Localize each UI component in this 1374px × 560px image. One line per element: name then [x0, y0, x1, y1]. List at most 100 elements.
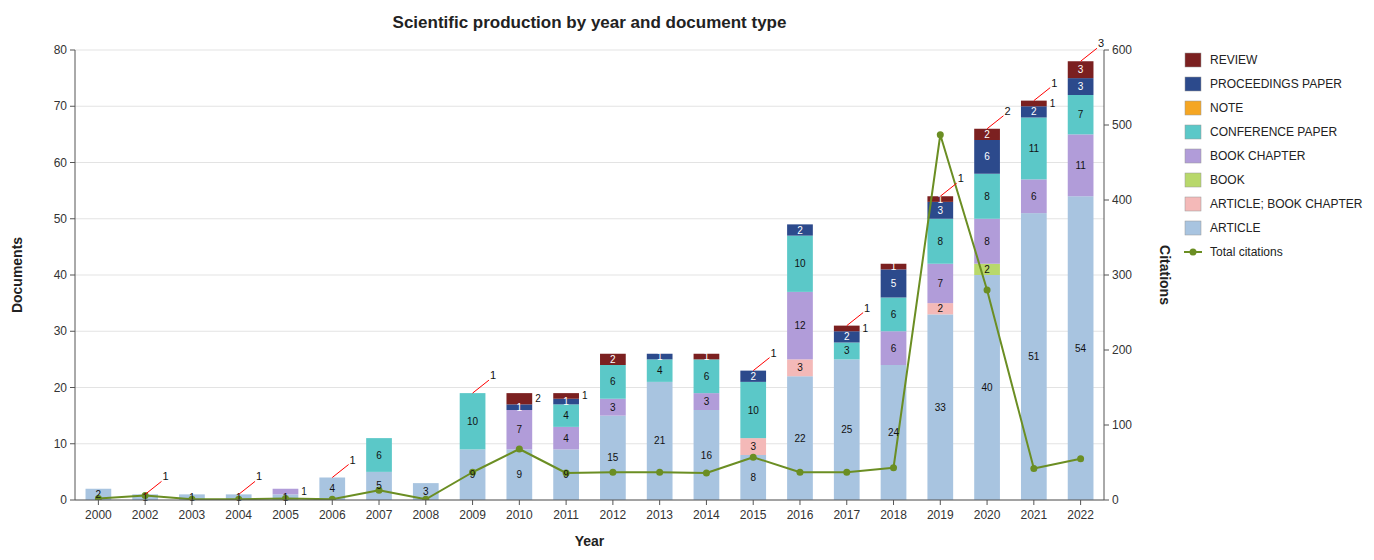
legend-label: BOOK CHAPTER: [1210, 149, 1306, 163]
bar-segment: [600, 354, 626, 365]
legend-label: Total citations: [1210, 245, 1283, 259]
x-tick: [1033, 500, 1034, 505]
legend-label: BOOK: [1210, 173, 1245, 187]
data-label: 2: [844, 331, 850, 342]
legend-label: CONFERENCE PAPER: [1210, 125, 1337, 139]
bar-segment: [413, 483, 439, 484]
bar-segment: [787, 224, 813, 235]
x-tick-label: 2016: [787, 508, 814, 522]
legend-swatch: [1185, 173, 1201, 187]
legend-swatch: [1185, 101, 1201, 115]
x-tick: [940, 500, 941, 505]
annotation-line: [473, 380, 489, 393]
data-label: 3: [423, 486, 429, 497]
data-label: 2: [96, 489, 102, 500]
y-tick-label: 50: [54, 212, 68, 226]
annotation: 2: [1004, 105, 1010, 117]
bar-segment: [273, 488, 299, 489]
data-label: 2: [984, 264, 990, 275]
data-label: 10: [467, 416, 479, 427]
bar-segment: [600, 399, 626, 416]
data-label: 1: [283, 492, 289, 503]
annotation: 1: [771, 347, 777, 359]
bar-segment: [553, 449, 579, 500]
y2-axis-label: Citations: [1157, 245, 1173, 305]
bar-segment: [647, 359, 673, 382]
legend-label: ARTICLE; BOOK CHAPTER: [1210, 197, 1363, 211]
data-label: 1: [863, 323, 869, 334]
legend-label: ARTICLE: [1210, 221, 1260, 235]
annotation: 1: [350, 454, 356, 466]
data-label: 9: [470, 469, 476, 480]
data-label: 1: [189, 492, 195, 503]
line-marker: [750, 454, 757, 461]
x-tick-label: 2006: [319, 508, 346, 522]
x-tick-label: 2003: [179, 508, 206, 522]
y-tick: [70, 218, 75, 219]
y2-tick-label: 200: [1112, 343, 1132, 357]
data-label: 6: [1031, 191, 1037, 202]
x-tick-label: 2007: [366, 508, 393, 522]
y2-tick: [1104, 350, 1109, 351]
annotation: 1: [163, 470, 169, 482]
data-label: 3: [1078, 64, 1084, 75]
x-tick-label: 2022: [1067, 508, 1094, 522]
data-label: 7: [938, 278, 944, 289]
y2-tick: [1104, 500, 1109, 501]
data-label: 3: [750, 441, 756, 452]
data-label: 1: [236, 492, 242, 503]
bar-segment: [273, 488, 299, 489]
data-label: 3: [610, 402, 616, 413]
data-label: 10: [794, 258, 806, 269]
x-tick: [893, 500, 894, 505]
data-labels: 2111145399915211682225243340515433221743…: [96, 64, 1087, 503]
y-tick: [70, 387, 75, 388]
bar-segment: [506, 449, 532, 500]
data-label: 2: [610, 354, 616, 365]
data-label: 22: [794, 433, 806, 444]
y-tick: [70, 331, 75, 332]
bar-segment: [600, 416, 626, 500]
bar-segment: [506, 410, 532, 449]
annotation-line: [847, 313, 863, 326]
grid-line: [75, 106, 1104, 107]
bar-segment: [927, 314, 953, 500]
line-marker: [609, 469, 616, 476]
line-marker: [516, 446, 523, 453]
data-label: 4: [563, 433, 569, 444]
bar-segment: [413, 483, 439, 484]
annotation: 1: [256, 470, 262, 482]
x-tick: [706, 500, 707, 505]
data-label: 11: [1029, 143, 1040, 154]
line-marker: [843, 469, 850, 476]
y-axis-label: Documents: [9, 237, 25, 313]
bar-segment: [927, 264, 953, 303]
bar-segment: [460, 393, 486, 449]
annotation: 1: [490, 369, 496, 381]
data-label: 9: [517, 469, 523, 480]
annotation-line: [753, 358, 769, 371]
y2-tick-label: 400: [1112, 193, 1132, 207]
x-axis-label: Year: [575, 533, 605, 549]
line-marker: [937, 131, 944, 138]
legend-swatch: [1185, 53, 1201, 67]
y2-tick: [1104, 275, 1109, 276]
annotation-line: [1081, 48, 1097, 61]
x-tick-label: 2012: [600, 508, 627, 522]
x-tick: [98, 500, 99, 505]
bar-segment: [787, 376, 813, 500]
data-label: 8: [984, 236, 990, 247]
annotation: 1: [1051, 77, 1057, 89]
bar-segment: [1021, 213, 1047, 500]
data-label: 6: [891, 343, 897, 354]
data-label: 5: [891, 278, 897, 289]
x-tick: [659, 500, 660, 505]
annotation: 3: [1098, 37, 1104, 49]
annotation-line: [145, 481, 161, 494]
x-tick-label: 2004: [225, 508, 252, 522]
data-label: 1: [517, 402, 523, 413]
y-axis-line: [75, 50, 76, 500]
y2-tick: [1104, 50, 1109, 51]
bar-segment: [1068, 95, 1094, 134]
data-label: 1: [563, 396, 569, 407]
